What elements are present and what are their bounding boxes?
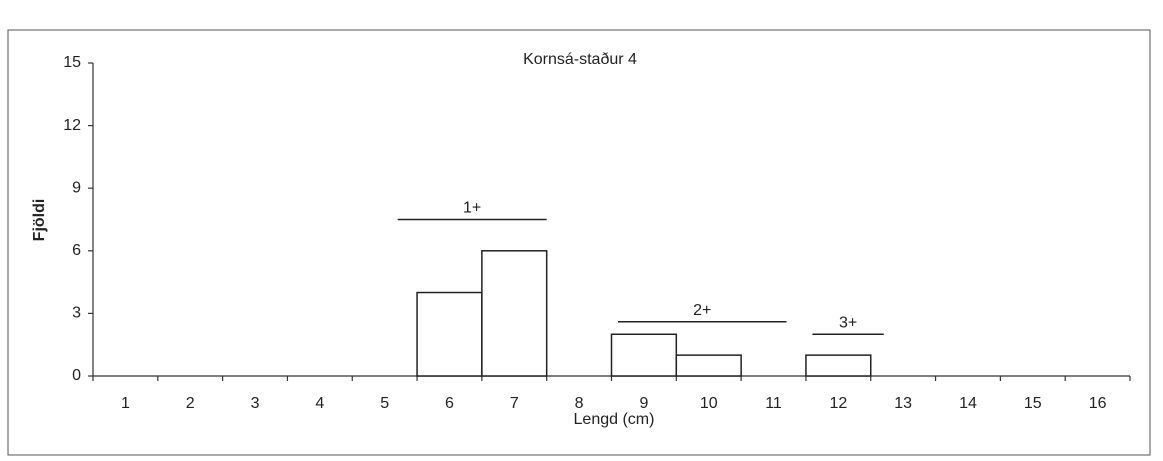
bar [675, 354, 742, 377]
y-tick-label: 0 [72, 367, 81, 384]
y-tick-label: 6 [72, 242, 81, 259]
x-tick-label: 7 [510, 395, 519, 412]
x-tick-label: 4 [315, 395, 324, 412]
bar [481, 250, 548, 377]
y-tick-label: 15 [63, 54, 81, 71]
bar [805, 354, 872, 377]
y-axis-label: Fjöldi [31, 199, 48, 242]
x-tick-label: 8 [575, 395, 584, 412]
annotation-text: 1+ [463, 200, 481, 217]
bar [610, 333, 678, 377]
x-tick-label: 13 [894, 395, 912, 412]
chart-title: Kornsá-staður 4 [523, 51, 637, 68]
chart-frame [7, 29, 1151, 456]
x-axis-label: Lengd (cm) [574, 411, 655, 428]
bar [416, 291, 483, 377]
x-tick-label: 3 [251, 395, 260, 412]
y-tick-label: 9 [72, 179, 81, 196]
x-tick-label: 16 [1089, 395, 1107, 412]
x-tick-label: 10 [700, 395, 718, 412]
y-tick-label: 12 [63, 117, 81, 134]
x-tick-label: 1 [121, 395, 130, 412]
x-tick-label: 9 [639, 395, 648, 412]
y-tick-label: 3 [72, 305, 81, 322]
x-tick-label: 2 [186, 395, 195, 412]
x-tick-label: 15 [1024, 395, 1042, 412]
annotation-text: 3+ [839, 314, 857, 331]
annotation-text: 2+ [693, 302, 711, 319]
x-tick-label: 6 [445, 395, 454, 412]
x-tick-label: 11 [765, 395, 782, 412]
x-tick-label: 12 [829, 395, 847, 412]
x-tick-label: 5 [380, 395, 389, 412]
x-tick-label: 14 [959, 395, 977, 412]
